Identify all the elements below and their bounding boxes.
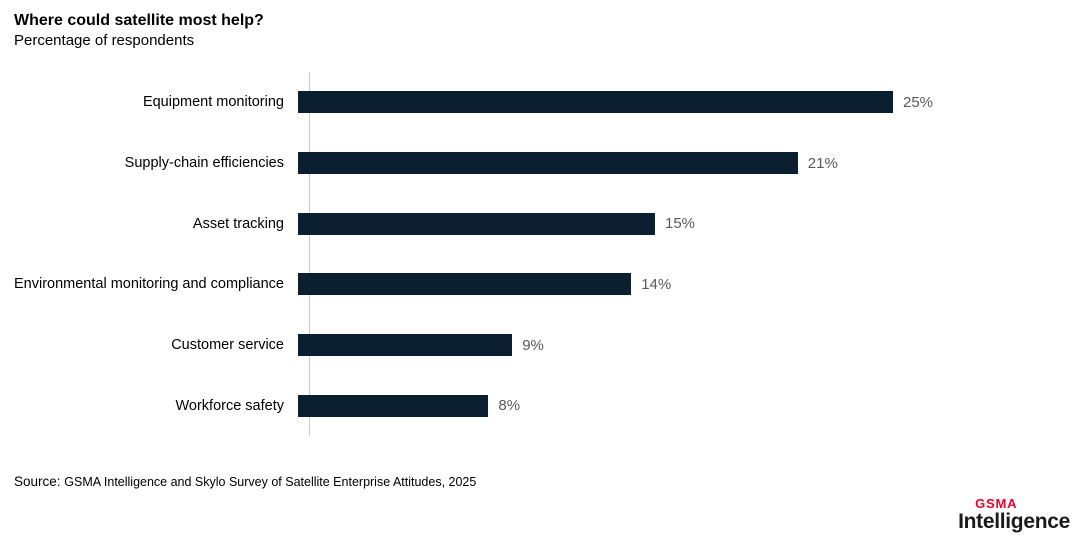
gsma-intelligence-logo: GSMA Intelligence bbox=[958, 497, 1070, 532]
bar-row: Asset tracking 15% bbox=[0, 193, 1080, 254]
logo-gsma-text: GSMA bbox=[975, 496, 1018, 511]
category-label: Customer service bbox=[171, 337, 284, 354]
bar bbox=[298, 152, 798, 174]
value-label: 8% bbox=[498, 397, 521, 415]
bar bbox=[298, 334, 513, 357]
source-text: GSMA Intelligence and Skylo Survey of Sa… bbox=[64, 475, 477, 489]
bar-row: Equipment monitoring 25% bbox=[0, 72, 1080, 133]
bar-cell: 21% bbox=[297, 152, 1080, 174]
category-label: Environmental monitoring and compliance bbox=[13, 276, 284, 293]
bar-cell: 8% bbox=[297, 394, 1080, 417]
value-label: 21% bbox=[807, 154, 838, 172]
bar-cell: 9% bbox=[297, 334, 1080, 357]
value-label: 15% bbox=[665, 215, 696, 233]
chart-subtitle: Percentage of respondents bbox=[14, 32, 195, 49]
bar-row: Environmental monitoring and compliance 1… bbox=[0, 254, 1080, 315]
logo-intelligence-text: Intelligence bbox=[958, 510, 1070, 533]
source-label: Source: bbox=[14, 474, 61, 489]
bar bbox=[298, 212, 655, 235]
value-label: 9% bbox=[522, 336, 544, 354]
category-label: Workforce safety bbox=[175, 397, 284, 414]
bar-cell: 15% bbox=[297, 212, 1080, 235]
chart-header: Where could satellite most help? Percent… bbox=[14, 11, 264, 51]
bar-row: Supply-chain efficiencies 21% bbox=[0, 133, 1080, 194]
bar-cell: 14% bbox=[297, 273, 1080, 296]
value-label: 25% bbox=[903, 93, 934, 111]
category-label: Asset tracking bbox=[192, 215, 284, 232]
source-line: Source: GSMA Intelligence and Skylo Surv… bbox=[14, 474, 476, 489]
bar bbox=[298, 394, 489, 417]
bar-row: Workforce safety 8% bbox=[0, 375, 1080, 436]
category-label: Supply-chain efficiencies bbox=[124, 155, 284, 171]
category-label: Equipment monitoring bbox=[142, 94, 284, 111]
bar-cell: 25% bbox=[297, 91, 1080, 114]
bar bbox=[298, 273, 632, 296]
bar-row: Customer service 9% bbox=[0, 315, 1080, 376]
value-label: 14% bbox=[641, 275, 672, 293]
plot-area: Equipment monitoring 25% Supply-chain effi… bbox=[0, 72, 1080, 436]
y-axis-line bbox=[309, 72, 310, 436]
bar bbox=[298, 91, 893, 114]
bar-chart: Equipment monitoring 25% Supply-chain effi… bbox=[0, 72, 1080, 436]
chart-title: Where could satellite most help? bbox=[14, 12, 264, 29]
